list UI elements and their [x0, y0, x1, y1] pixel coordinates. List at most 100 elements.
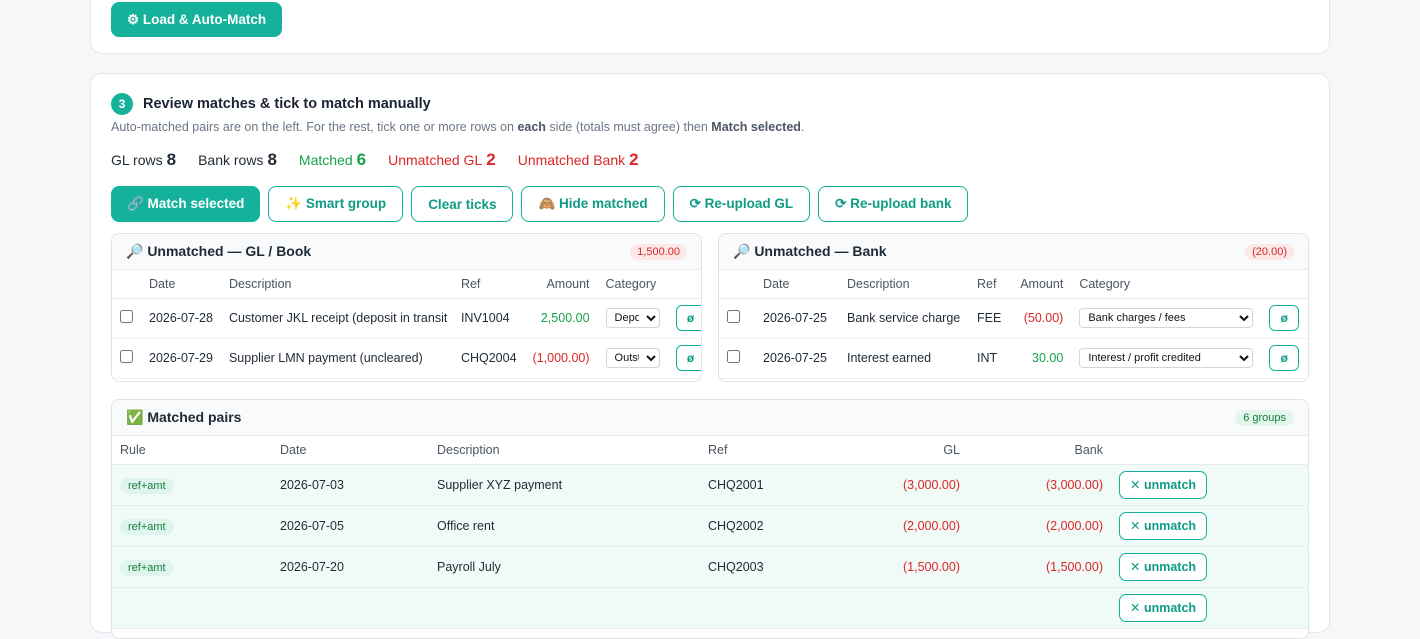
gl-row-date: 2026-07-29 [141, 338, 221, 379]
matched-row-bank: (2,000.00) [968, 505, 1111, 547]
gl-row-category-select[interactable]: Outstanding [605, 348, 660, 368]
unmatch-button[interactable]: ✕ unmatch [1119, 470, 1208, 499]
matched-row-ref: CHQ2001 [700, 464, 830, 506]
bank-col-date[interactable]: Date [755, 270, 839, 299]
load-auto-match-button[interactable]: ⚙ Load & Auto-Match [111, 2, 283, 37]
bank-panel-header: 🔎 Unmatched — Bank (20.00) [719, 234, 1308, 270]
table-row: ref+amt 2026-07-20 Payroll July CHQ2003 … [112, 546, 1308, 588]
bank-row-category-select[interactable]: Interest / profit credited [1079, 348, 1254, 368]
bank-row-checkbox[interactable] [727, 350, 740, 363]
gl-row-action-button[interactable]: ø [675, 305, 701, 331]
stat-unmatched-bank: Unmatched Bank 2 [517, 150, 639, 169]
bank-col-description[interactable]: Description [839, 270, 969, 299]
matched-row-date: 2026-07-05 [272, 505, 429, 547]
bank-col-ref[interactable]: Ref [969, 270, 1010, 299]
matched-panel-header: ✅ Matched pairs 6 groups [112, 400, 1308, 436]
matched-row-date: 2026-07-03 [272, 464, 429, 506]
matched-row-date: 2026-07-20 [272, 546, 429, 588]
step-header: 3 Review matches & tick to match manuall… [111, 93, 431, 115]
gl-row-checkbox[interactable] [120, 350, 133, 363]
table-row: ✕ unmatch [112, 587, 1308, 629]
gl-row-ref: INV1004 [452, 298, 525, 339]
matched-col-date[interactable]: Date [272, 436, 429, 465]
bank-row-action-button[interactable]: ø [1269, 345, 1300, 371]
matched-col-description[interactable]: Description [429, 436, 700, 465]
smart-group-button[interactable]: ✨ Smart group [268, 186, 404, 222]
reupload-bank-button[interactable]: ⟳ Re-upload bank [818, 186, 969, 222]
match-selected-button[interactable]: 🔗 Match selected [111, 186, 261, 222]
gl-row-description: Supplier LMN payment (uncleared) [220, 338, 453, 379]
matched-row-bank: (1,500.00) [968, 546, 1111, 588]
bank-row-ref: FEE [969, 298, 1010, 339]
matched-row-gl: (2,000.00) [830, 505, 968, 547]
matched-panel-title: ✅ Matched pairs [126, 409, 242, 425]
bank-row-description: Bank service charge [839, 298, 969, 339]
matched-row-gl: (1,500.00) [830, 546, 968, 588]
matched-col-bank[interactable]: Bank [968, 436, 1111, 465]
bank-row-description: Interest earned [839, 338, 969, 379]
stat-gl-rows: GL rows 8 [111, 150, 177, 169]
action-toolbar: 🔗 Match selected ✨ Smart group Clear tic… [111, 186, 969, 222]
stat-unmatched-gl: Unmatched GL 2 [388, 150, 496, 169]
gl-col-date[interactable]: Date [141, 270, 221, 299]
matched-col-ref[interactable]: Ref [700, 436, 830, 465]
stat-bank-rows: Bank rows 8 [198, 150, 277, 169]
table-row: ref+amt 2026-07-03 Supplier XYZ payment … [112, 464, 1308, 506]
gl-row-amount: 2,500.00 [524, 298, 598, 339]
matched-count-badge: 6 groups [1235, 409, 1294, 426]
matched-row-gl: (3,000.00) [830, 464, 968, 506]
matched-row-description: Supplier XYZ payment [429, 464, 700, 506]
table-row: ref+amt 2026-07-05 Office rent CHQ2002 (… [112, 505, 1308, 547]
table-row: 2026-07-29 Supplier LMN payment (unclear… [112, 338, 701, 379]
gl-row-ref: CHQ2004 [452, 338, 525, 379]
gl-panel-title: 🔎 Unmatched — GL / Book [126, 243, 312, 259]
bank-row-category-select[interactable]: Bank charges / fees [1079, 308, 1254, 328]
bank-row-date: 2026-07-25 [755, 298, 839, 339]
gl-row-checkbox[interactable] [120, 310, 133, 323]
gl-row-description: Customer JKL receipt (deposit in transit [220, 298, 453, 339]
step-number-badge: 3 [111, 93, 133, 115]
bank-table: Date Description Ref Amount Category 202… [719, 270, 1308, 379]
step-title: Review matches & tick to match manually [143, 96, 431, 112]
matched-row-description: Office rent [429, 505, 700, 547]
bank-col-category[interactable]: Category [1071, 270, 1262, 299]
gl-row-amount: (1,000.00) [524, 338, 598, 379]
unmatch-button[interactable]: ✕ unmatch [1119, 552, 1208, 581]
gl-col-category[interactable]: Category [597, 270, 668, 299]
unmatched-gl-panel: 🔎 Unmatched — GL / Book 1,500.00 Date De… [111, 233, 702, 382]
matched-pairs-panel: ✅ Matched pairs 6 groups Rule Date Descr… [111, 399, 1309, 639]
gl-col-description[interactable]: Description [220, 270, 453, 299]
gl-col-amount[interactable]: Amount [524, 270, 598, 299]
table-row: 2026-07-25 Interest earned INT 30.00 Int… [719, 338, 1308, 379]
table-row: 2026-07-28 Customer JKL receipt (deposit… [112, 298, 701, 339]
bank-row-amount: (50.00) [1009, 298, 1072, 339]
bank-row-action-button[interactable]: ø [1269, 305, 1300, 331]
stats-bar: GL rows 8 Bank rows 8 Matched 6 Unmatched G… [111, 150, 639, 170]
unmatched-bank-panel: 🔎 Unmatched — Bank (20.00) Date Descript… [718, 233, 1309, 382]
bank-row-date: 2026-07-25 [755, 338, 839, 379]
bank-col-amount[interactable]: Amount [1009, 270, 1072, 299]
load-card: ⚙ Load & Auto-Match [90, 0, 1330, 54]
rule-tag: ref+amt [120, 518, 174, 535]
bank-panel-title: 🔎 Unmatched — Bank [733, 243, 887, 259]
step-help-text: Auto-matched pairs are on the left. For … [111, 120, 805, 134]
unmatch-button[interactable]: ✕ unmatch [1119, 593, 1208, 622]
gl-row-action-button[interactable]: ø [675, 345, 701, 371]
hide-matched-button[interactable]: 🙈 Hide matched [521, 186, 665, 222]
table-row: 2026-07-25 Bank service charge FEE (50.0… [719, 298, 1308, 339]
gl-col-ref[interactable]: Ref [452, 270, 525, 299]
matched-row-ref: CHQ2003 [700, 546, 830, 588]
matched-row-bank: (3,000.00) [968, 464, 1111, 506]
bank-row-checkbox[interactable] [727, 310, 740, 323]
matched-col-rule[interactable]: Rule [112, 436, 272, 465]
matched-col-gl[interactable]: GL [830, 436, 968, 465]
gl-row-category-select[interactable]: Deposit [605, 308, 660, 328]
rule-tag: ref+amt [120, 559, 174, 576]
stat-matched: Matched 6 [298, 150, 367, 169]
clear-ticks-button[interactable]: Clear ticks [411, 186, 514, 222]
unmatch-button[interactable]: ✕ unmatch [1119, 511, 1208, 540]
bank-row-amount: 30.00 [1009, 338, 1072, 379]
reupload-gl-button[interactable]: ⟳ Re-upload GL [672, 186, 811, 222]
matched-row-description: Payroll July [429, 546, 700, 588]
bank-row-ref: INT [969, 338, 1010, 379]
